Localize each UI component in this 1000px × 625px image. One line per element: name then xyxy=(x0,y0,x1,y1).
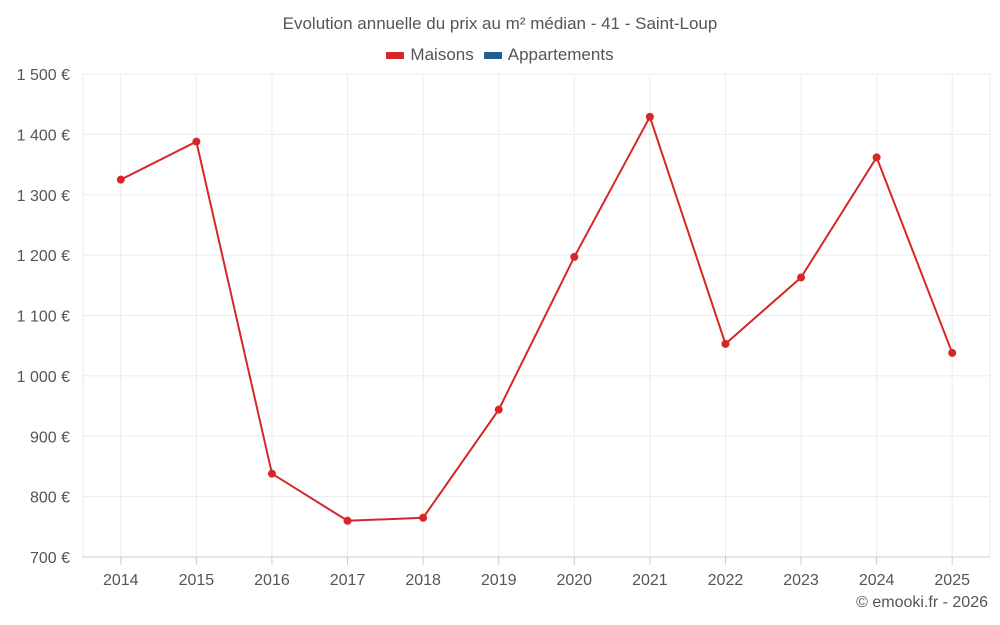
y-tick-label: 1 400 € xyxy=(17,127,70,144)
x-tick-label: 2024 xyxy=(859,572,895,589)
x-tick-label: 2018 xyxy=(405,572,441,589)
data-point[interactable] xyxy=(948,348,957,357)
x-tick-label: 2016 xyxy=(254,572,290,589)
credit-text: © emooki.fr - 2026 xyxy=(856,594,988,611)
x-tick-label: 2023 xyxy=(783,572,819,589)
data-point[interactable] xyxy=(419,513,428,522)
x-tick-label: 2019 xyxy=(481,572,517,589)
legend-swatch-maisons xyxy=(386,51,405,59)
y-tick-label: 1 200 € xyxy=(17,248,70,265)
data-point[interactable] xyxy=(797,273,806,282)
data-point[interactable] xyxy=(116,175,125,184)
legend-label-appartements: Appartements xyxy=(507,45,614,64)
data-point[interactable] xyxy=(494,405,503,414)
legend-swatch-appartements xyxy=(483,51,502,59)
x-tick-label: 2021 xyxy=(632,572,668,589)
data-point[interactable] xyxy=(343,516,352,525)
series-line-maisons xyxy=(120,114,954,522)
data-point[interactable] xyxy=(721,339,730,348)
y-tick-label: 1 500 € xyxy=(17,67,70,84)
grid-layer xyxy=(82,73,991,558)
y-tick-label: 700 € xyxy=(30,550,70,567)
x-tick-label: 2014 xyxy=(103,572,139,589)
chart-title: Evolution annuelle du prix au m² médian … xyxy=(282,14,718,33)
x-tick-label: 2025 xyxy=(934,572,970,589)
data-point[interactable] xyxy=(192,137,201,146)
x-tick-label: 2017 xyxy=(330,572,366,589)
y-tick-label: 1 000 € xyxy=(17,369,70,386)
y-tick-label: 900 € xyxy=(30,429,70,446)
y-tick-label: 1 300 € xyxy=(17,188,70,205)
legend-item-appartements[interactable]: Appartements xyxy=(483,45,614,65)
axis-layer: 700 € 800 € 900 € 1 000 € 1 100 € 1 200 € 1 30… xyxy=(17,67,990,589)
legend-item-maisons[interactable]: Maisons xyxy=(386,45,474,65)
data-point[interactable] xyxy=(872,153,881,162)
legend: Maisons Appartements xyxy=(0,45,1000,65)
data-point[interactable] xyxy=(570,252,579,261)
data-point[interactable] xyxy=(267,469,276,478)
data-point[interactable] xyxy=(645,112,654,121)
y-tick-label: 800 € xyxy=(30,490,70,507)
x-tick-label: 2020 xyxy=(556,572,592,589)
legend-label-maisons: Maisons xyxy=(410,45,474,64)
y-tick-label: 1 100 € xyxy=(17,309,70,326)
x-tick-label: 2015 xyxy=(179,572,215,589)
series-layer xyxy=(116,112,957,525)
x-tick-label: 2022 xyxy=(708,572,744,589)
